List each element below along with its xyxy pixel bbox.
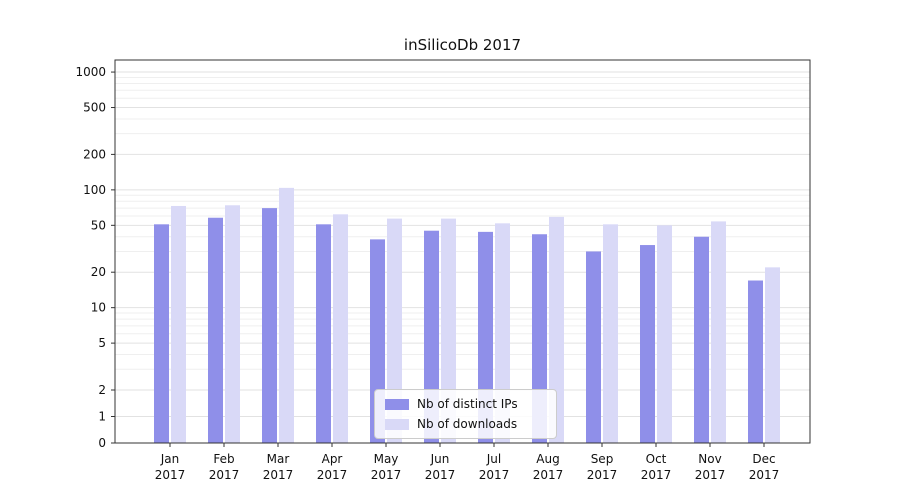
bar-distinct-ips-mar <box>262 208 277 443</box>
plot-border <box>114 59 811 444</box>
legend-item-distinct-ips: Nb of distinct IPs <box>385 397 546 411</box>
chart-title: inSilicoDb 2017 <box>403 36 522 54</box>
bar-distinct-ips-jan <box>154 224 169 443</box>
legend-label-downloads: Nb of downloads <box>417 417 518 431</box>
x-tick-label-year: 2017 <box>209 468 240 482</box>
y-tick-label: 20 <box>91 265 106 279</box>
y-tick-label: 2 <box>98 383 106 397</box>
bar-downloads-sep <box>603 224 618 443</box>
y-tick-label: 0 <box>98 436 106 450</box>
y-tick-label: 10 <box>91 301 106 315</box>
x-tick-label-year: 2017 <box>425 468 456 482</box>
x-tick-label-year: 2017 <box>479 468 510 482</box>
legend-swatch-distinct-ips <box>385 398 409 410</box>
x-tick-label-month: Feb <box>213 452 234 466</box>
bar-distinct-ips-dec <box>748 280 763 443</box>
x-tick-label-year: 2017 <box>533 468 564 482</box>
x-tick-label-month: Apr <box>322 452 343 466</box>
x-tick-label-month: Jun <box>430 452 450 466</box>
bar-downloads-jul <box>495 223 510 443</box>
x-tick-label-year: 2017 <box>263 468 294 482</box>
y-tick-label: 200 <box>83 147 106 161</box>
bar-downloads-dec <box>765 267 780 443</box>
bar-downloads-apr <box>333 214 348 443</box>
bar-distinct-ips-sep <box>586 251 601 443</box>
x-tick-label-year: 2017 <box>587 468 618 482</box>
x-tick-label-year: 2017 <box>695 468 726 482</box>
bar-downloads-mar <box>279 187 294 443</box>
x-tick-label-year: 2017 <box>155 468 186 482</box>
x-tick-label-month: Jan <box>160 452 180 466</box>
bar-downloads-jun <box>441 218 456 443</box>
legend-label-distinct-ips: Nb of distinct IPs <box>417 397 518 411</box>
x-tick-label-month: Sep <box>591 452 614 466</box>
bar-downloads-jan <box>171 205 186 443</box>
x-tick-label-year: 2017 <box>749 468 780 482</box>
legend-item-downloads: Nb of downloads <box>385 417 546 431</box>
bar-downloads-may <box>387 218 402 443</box>
y-tick-label: 1000 <box>75 65 106 79</box>
bar-downloads-nov <box>711 221 726 443</box>
y-tick-label: 50 <box>91 218 106 232</box>
x-tick-label-month: Aug <box>536 452 559 466</box>
x-tick-label-month: May <box>374 452 399 466</box>
y-tick-label: 1 <box>98 410 106 424</box>
y-tick-label: 5 <box>98 336 106 350</box>
x-tick-label-year: 2017 <box>641 468 672 482</box>
bar-distinct-ips-oct <box>640 245 655 443</box>
x-tick-label-month: Mar <box>267 452 290 466</box>
x-tick-label-month: Oct <box>646 452 667 466</box>
y-tick-label: 100 <box>83 183 106 197</box>
x-tick-label-month: Dec <box>752 452 775 466</box>
bar-distinct-ips-feb <box>208 217 223 443</box>
x-tick-label-month: Nov <box>698 452 721 466</box>
bar-distinct-ips-apr <box>316 224 331 443</box>
x-tick-label-year: 2017 <box>371 468 402 482</box>
x-tick-label-year: 2017 <box>317 468 348 482</box>
bar-distinct-ips-nov <box>694 236 709 443</box>
bar-downloads-oct <box>657 225 672 443</box>
x-tick-label-month: Jul <box>486 452 501 466</box>
y-tick-label: 500 <box>83 101 106 115</box>
bar-downloads-feb <box>225 205 240 443</box>
legend-swatch-downloads <box>385 418 409 430</box>
bar-downloads-aug <box>549 216 564 443</box>
chart-legend: Nb of distinct IPs Nb of downloads <box>374 389 557 439</box>
